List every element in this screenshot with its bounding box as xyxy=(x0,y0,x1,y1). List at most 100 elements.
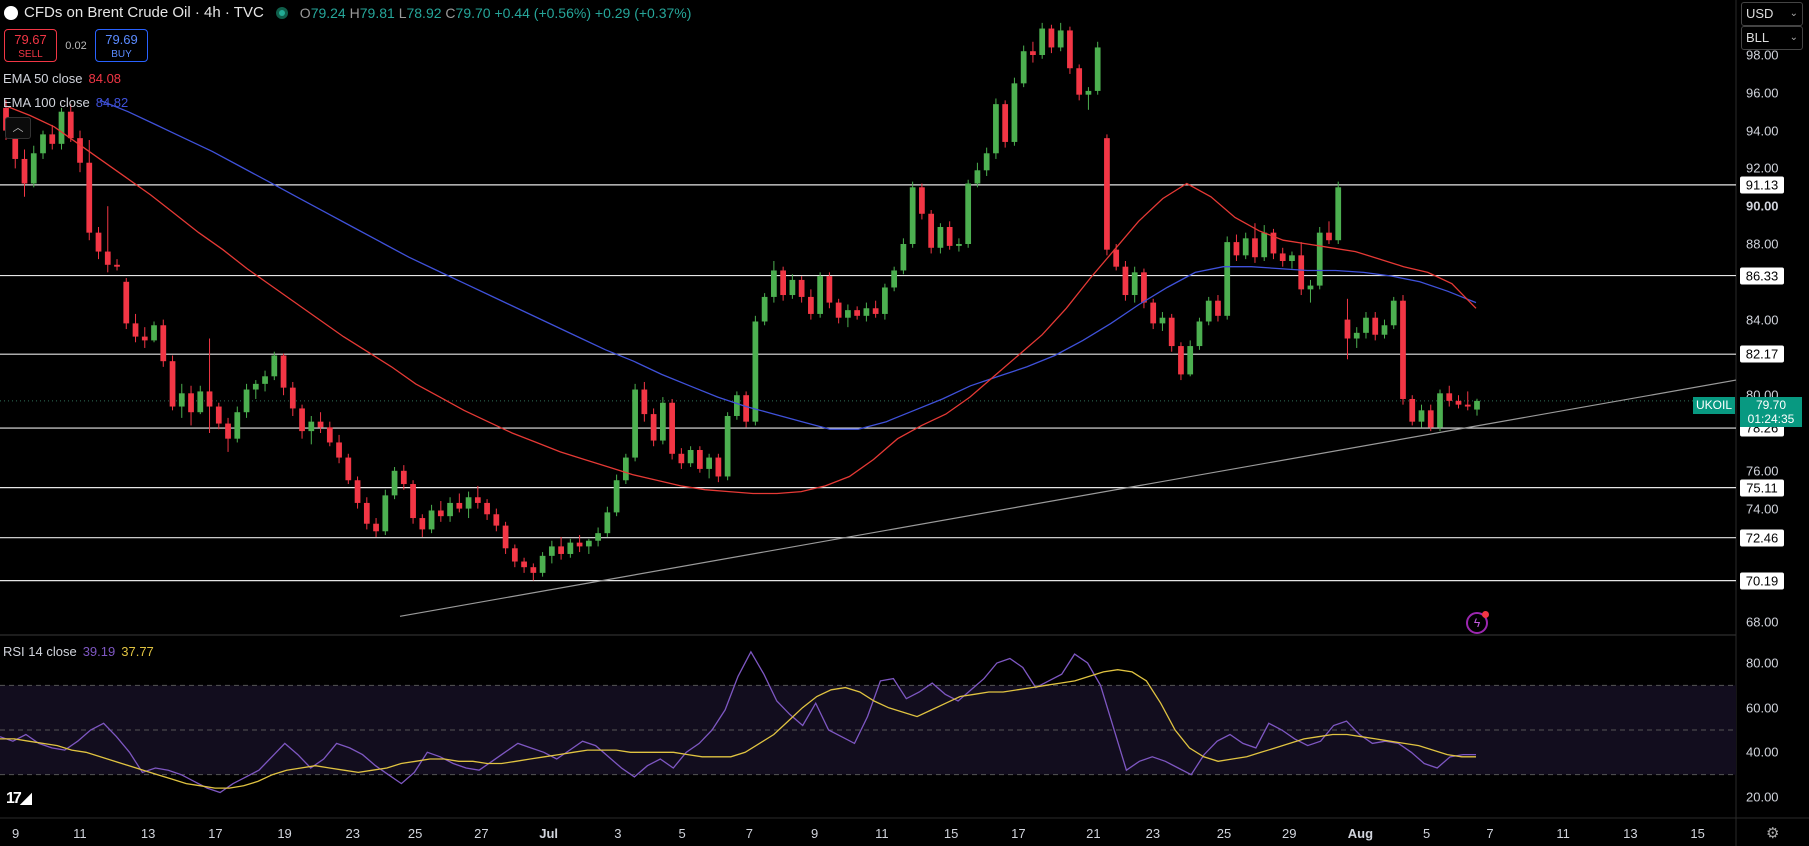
candle-body xyxy=(808,296,814,314)
time-axis-label: 25 xyxy=(1216,826,1232,841)
candle-body xyxy=(567,542,574,554)
time-axis-label: 17 xyxy=(1011,826,1026,841)
rsi-axis-label: 20.00 xyxy=(1746,789,1779,805)
candle-body xyxy=(1298,255,1305,290)
level-price-tag: 72.46 xyxy=(1740,529,1784,547)
time-axis-label: 7 xyxy=(1486,826,1494,841)
chart-header: CFDs on Brent Crude Oil · 4h · TVC O79.2… xyxy=(4,4,691,21)
candle-body xyxy=(789,279,796,296)
candle-body xyxy=(530,567,537,573)
candle-body xyxy=(1039,28,1046,55)
candle-body xyxy=(993,104,999,154)
flash-alert-icon[interactable]: ϟ xyxy=(1466,611,1489,634)
candle-body xyxy=(678,453,685,464)
candle-body xyxy=(1205,300,1212,322)
candle-body xyxy=(863,308,870,316)
candle-body xyxy=(715,457,722,477)
candle-body xyxy=(1067,30,1073,69)
candle-body xyxy=(1418,410,1425,422)
candle-body xyxy=(225,423,231,439)
candle-body xyxy=(632,389,638,458)
candle-body xyxy=(539,555,546,573)
candle-body xyxy=(299,408,305,432)
gear-icon[interactable]: ⚙ xyxy=(1766,825,1780,842)
candle-body xyxy=(77,138,83,163)
candle-body xyxy=(363,502,370,524)
candle-body xyxy=(1446,393,1453,401)
sell-price: 79.67 xyxy=(14,32,47,47)
candle-body xyxy=(641,389,648,415)
time-axis-label: Aug xyxy=(1347,826,1374,841)
time-axis-label: 15 xyxy=(1690,826,1705,841)
candle-body xyxy=(1233,242,1240,256)
candle-body xyxy=(1344,319,1351,339)
candle-body xyxy=(373,523,379,532)
price-axis-label: 88.00 xyxy=(1746,236,1779,252)
candle-body xyxy=(1187,346,1194,375)
candle-body xyxy=(1326,232,1332,241)
time-axis-label: 9 xyxy=(811,826,819,841)
time-axis-label: 11 xyxy=(73,826,87,841)
candle-body xyxy=(493,514,500,526)
last-price: 79.70 xyxy=(1755,398,1787,412)
candle-body xyxy=(1057,30,1064,48)
candle-body xyxy=(234,412,241,439)
ema100-line xyxy=(99,99,1477,430)
candle-body xyxy=(188,393,194,413)
candle-body xyxy=(1252,238,1258,258)
candle-body xyxy=(252,383,259,390)
candle-body xyxy=(1400,300,1406,399)
candle-body xyxy=(1372,317,1379,335)
sell-button[interactable]: 79.67 SELL xyxy=(4,29,57,62)
ema100-legend[interactable]: EMA 100 close 84.82 xyxy=(3,95,129,110)
buy-button[interactable]: 79.69 BUY xyxy=(95,29,148,62)
candle-body xyxy=(132,323,139,337)
candle-body xyxy=(1048,28,1055,48)
candle-body xyxy=(465,497,472,509)
candle-body xyxy=(1178,346,1184,375)
candle-body xyxy=(511,548,518,562)
candle-body xyxy=(1030,51,1036,55)
rsi-legend[interactable]: RSI 14 close 39.19 37.77 xyxy=(3,644,154,659)
price-axis-label: 98.00 xyxy=(1746,47,1779,63)
symbol-title[interactable]: CFDs on Brent Crude Oil · 4h · TVC xyxy=(24,4,264,21)
candle-body xyxy=(104,251,111,265)
price-axis-label: 76.00 xyxy=(1746,463,1779,479)
unit-select[interactable]: BLL ⌄ xyxy=(1741,26,1803,50)
candle-body xyxy=(437,510,444,517)
candle-body xyxy=(669,402,675,454)
candle-body xyxy=(743,395,749,422)
candle-body xyxy=(1390,300,1397,326)
ohlc-readout: O79.24 H79.81 L78.92 C79.70 +0.44 (+0.56… xyxy=(299,4,692,21)
time-axis-label: 3 xyxy=(614,826,622,841)
candle-body xyxy=(474,497,481,503)
time-axis-label: 19 xyxy=(277,826,292,841)
change-value: +0.44 (+0.56%) xyxy=(494,4,591,21)
candle-body xyxy=(1150,302,1157,324)
candle-body xyxy=(613,480,620,513)
candle-body xyxy=(780,270,787,296)
currency-select[interactable]: USD ⌄ xyxy=(1741,2,1803,26)
candle-body xyxy=(1122,266,1129,296)
time-axis-label: 5 xyxy=(1423,826,1431,841)
candle-body xyxy=(891,270,898,288)
candle-body xyxy=(1363,317,1369,333)
tradingview-logo-icon[interactable]: 17◢ xyxy=(6,790,32,807)
candle-body xyxy=(1307,285,1314,290)
price-axis-label: 92.00 xyxy=(1746,160,1779,176)
candle-body xyxy=(734,395,740,416)
candle-body xyxy=(308,421,315,432)
candle-body xyxy=(919,187,925,214)
candle-body xyxy=(289,387,296,409)
ema50-legend[interactable]: EMA 50 close 84.08 xyxy=(3,71,122,86)
candle-body xyxy=(817,276,824,314)
collapse-legend-button[interactable]: ︿ xyxy=(5,117,31,139)
rsi-axis-label: 40.00 xyxy=(1746,744,1779,760)
candle-body xyxy=(160,325,167,362)
symbol-price-tag: UKOIL xyxy=(1693,397,1735,414)
candle-body xyxy=(1159,317,1166,324)
candle-body xyxy=(1104,138,1110,250)
candle-body xyxy=(724,415,731,477)
candle-body xyxy=(262,376,268,384)
